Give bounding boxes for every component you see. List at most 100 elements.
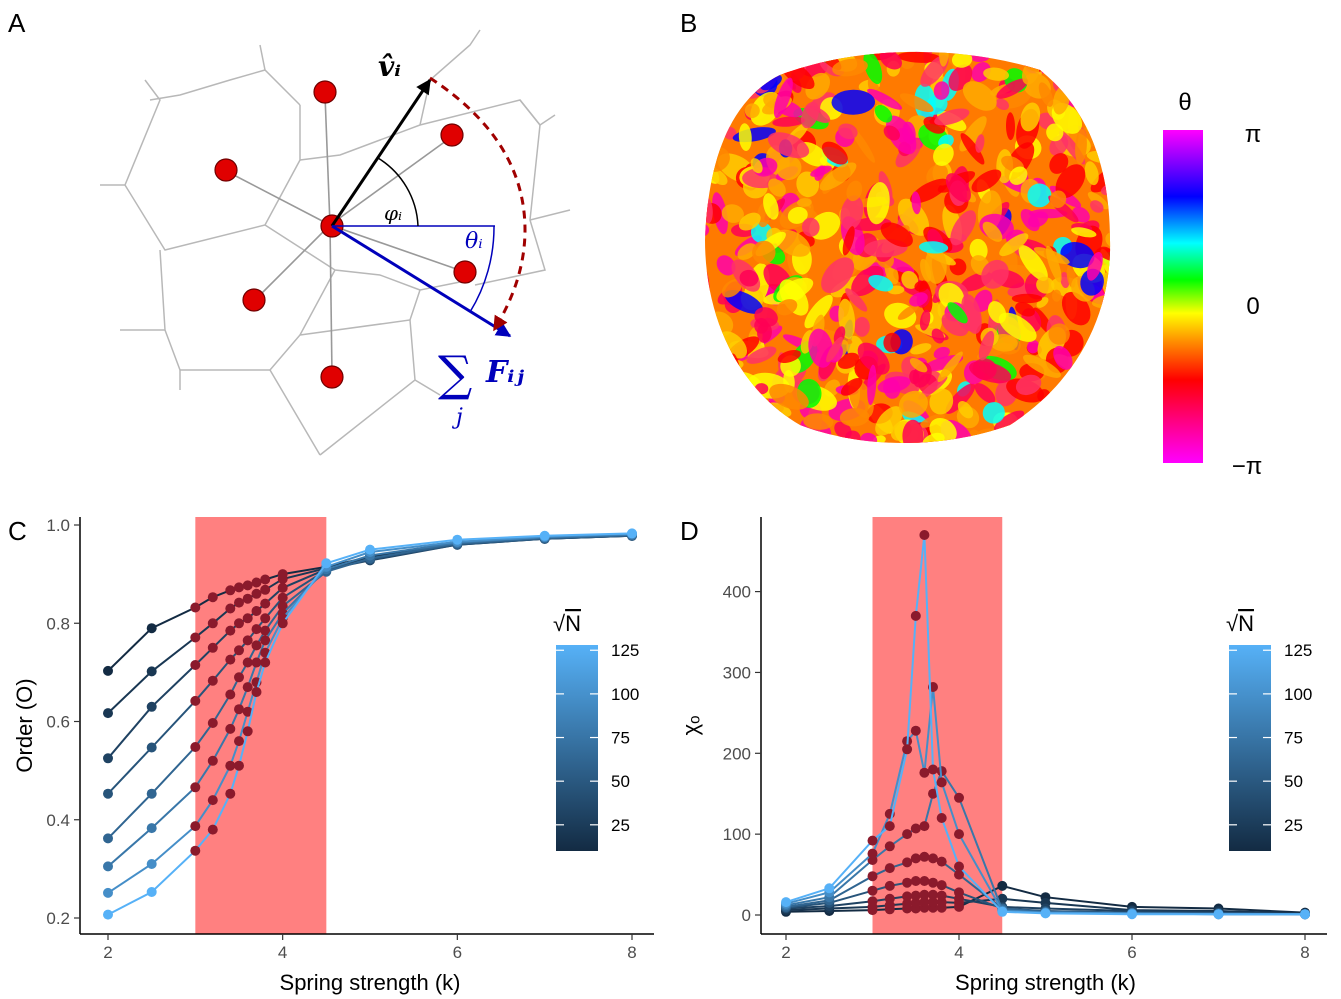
field-patch: [897, 51, 942, 63]
series-point: [190, 632, 201, 643]
field-patch: [777, 349, 801, 364]
field-patch: [957, 401, 974, 419]
particle: [214, 158, 238, 182]
series-point: [997, 880, 1008, 891]
field-patch: [769, 383, 809, 410]
field-patch: [1007, 428, 1025, 444]
field-patch: [901, 270, 919, 289]
series-point: [242, 682, 253, 693]
field-patch: [821, 257, 855, 294]
field-patch: [867, 364, 877, 406]
series-point: [251, 606, 262, 616]
theta-label: θᵢ: [465, 229, 483, 254]
field-patch: [1049, 153, 1069, 174]
series-point: [251, 577, 262, 588]
series-point: [902, 829, 913, 840]
field-patch: [1011, 293, 1043, 304]
voronoi-cell-edges: [100, 29, 571, 456]
field-patch: [746, 346, 777, 364]
field-patch: [898, 390, 928, 418]
series-point: [207, 824, 218, 835]
field-patch: [1098, 42, 1131, 52]
field-patch: [719, 55, 737, 74]
field-patch: [879, 51, 902, 70]
series-point: [781, 897, 791, 908]
field-patch: [769, 51, 794, 67]
field-patch: [731, 414, 755, 439]
field-patch: [705, 348, 712, 359]
field-patch: [978, 330, 995, 361]
size-legend-title: √N: [553, 611, 581, 636]
series-point: [242, 613, 253, 624]
series-point: [207, 795, 218, 806]
field-patch: [981, 259, 1009, 289]
series-point: [884, 841, 895, 852]
series-point: [936, 880, 947, 891]
series-point: [103, 833, 113, 844]
field-patch: [1108, 60, 1111, 74]
field-patch: [850, 126, 876, 163]
series-point: [207, 755, 218, 766]
field-patch: [1026, 418, 1048, 444]
force-arrow: [331, 224, 512, 338]
field-patch: [1036, 51, 1059, 69]
field-patch: [1016, 51, 1035, 54]
field-patch: [831, 89, 876, 115]
field-patch: [814, 165, 826, 181]
orientation-field: [705, 42, 1131, 468]
series-point: [928, 788, 938, 799]
field-patch: [754, 440, 769, 444]
field-patch: [717, 390, 733, 432]
field-patch: [1027, 340, 1040, 354]
field-patch: [897, 304, 919, 320]
series-point: [919, 897, 930, 908]
field-patch: [1045, 434, 1065, 444]
field-patch: [796, 171, 820, 198]
series-point: [867, 885, 878, 896]
field-patch: [1085, 85, 1106, 99]
field-patch: [1075, 128, 1087, 165]
field-patch: [1053, 345, 1073, 370]
series-point: [260, 625, 271, 636]
field-patch: [716, 418, 737, 434]
field-patch: [924, 247, 947, 284]
field-patch: [877, 376, 911, 394]
series-point: [954, 861, 964, 872]
field-patch: [880, 222, 913, 248]
series-point: [190, 695, 201, 706]
field-patch: [1031, 442, 1067, 468]
field-patch: [950, 210, 977, 246]
field-patch: [914, 280, 928, 292]
theta-tick-zero: 0: [1246, 293, 1259, 320]
field-patch: [1096, 248, 1111, 265]
field-patch: [723, 403, 742, 417]
series-point: [146, 742, 157, 753]
field-patch: [1106, 92, 1111, 112]
series-point: [103, 887, 113, 898]
field-patch: [1005, 51, 1029, 62]
x-tick-label: 8: [1300, 943, 1309, 962]
field-patch: [1111, 44, 1123, 61]
field-patch: [705, 90, 713, 107]
field-patch: [945, 173, 971, 203]
field-patch: [717, 381, 746, 404]
field-patch: [737, 243, 757, 260]
theta-tick-pi: π: [1245, 121, 1262, 148]
series-point: [954, 792, 964, 803]
field-patch: [726, 416, 741, 442]
series-point: [936, 777, 947, 788]
field-patch: [987, 301, 1007, 324]
size-colorbar: [556, 645, 598, 851]
y-tick-label: 0.2: [46, 909, 70, 928]
size-tick-label: 50: [611, 772, 630, 791]
x-tick-label: 2: [781, 943, 790, 962]
series-line: [107, 534, 633, 759]
size-colorbar: [1229, 645, 1271, 851]
field-patch: [763, 193, 779, 220]
field-patch: [705, 109, 718, 130]
velocity-label: v̂ᵢ: [378, 50, 401, 83]
field-patch: [1082, 51, 1101, 60]
field-patch: [982, 402, 1005, 424]
series-point: [824, 883, 835, 894]
field-patch: [1096, 68, 1108, 88]
